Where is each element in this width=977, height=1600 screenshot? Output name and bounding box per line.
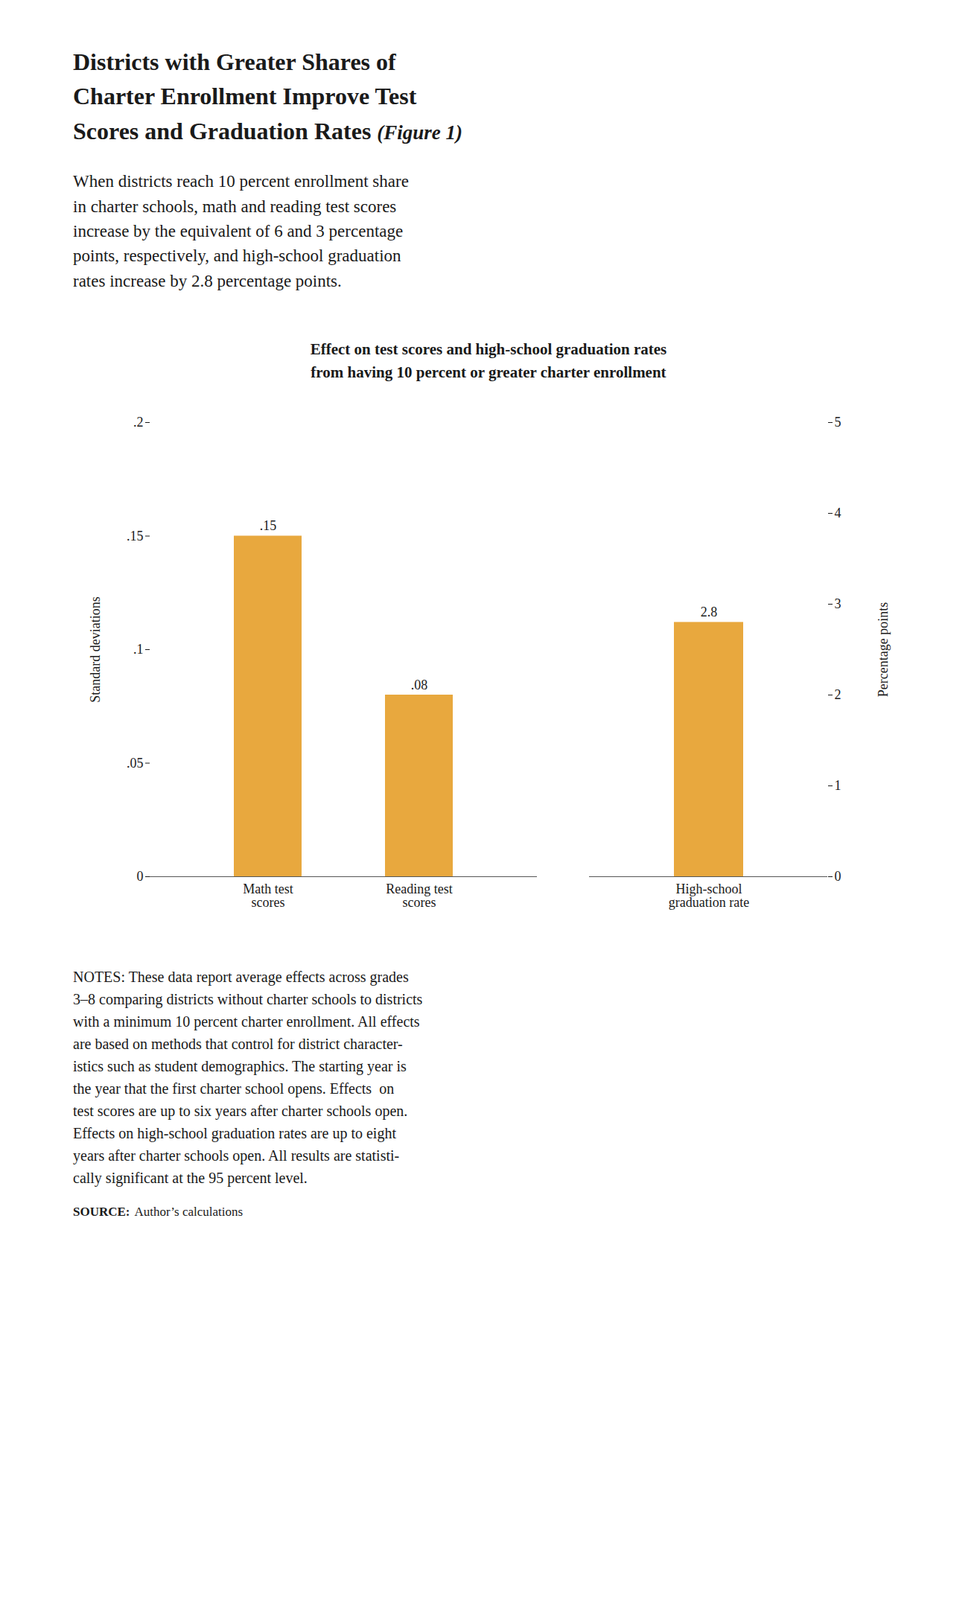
svg-text:0: 0 (834, 869, 842, 884)
html-text:Scores and Graduation Rates (F: Scores and Graduation Rates (Figure 1) (72, 117, 463, 145)
html-text:Charter Enrollment Improve Tes: Charter Enrollment Improve Test (72, 82, 417, 110)
svg-text:.1: .1 (133, 641, 144, 657)
svg-text:.15: .15 (259, 518, 278, 534)
svg-text:Reading testscores: Reading testscores (385, 881, 453, 910)
html-text:test scores are up to six year: test scores are up to six years after ch… (72, 1102, 408, 1120)
html-text:the year that the first charte: the year that the first charter school o… (72, 1080, 395, 1097)
html-text:3–8 comparing districts withou: 3–8 comparing districts without charter … (72, 991, 423, 1008)
html-text:rates increase by 2.8 percenta: rates increase by 2.8 percentage points. (72, 271, 342, 291)
svg-text:.05: .05 (126, 755, 144, 771)
html-text:cally significant at the 95 pe: cally significant at the 95 percent leve… (72, 1169, 308, 1187)
html-text:years after charter schools op: years after charter schools open. All re… (72, 1147, 400, 1164)
html-text:in charter schools, math and r: in charter schools, math and reading tes… (72, 196, 397, 216)
svg-text:4: 4 (834, 505, 842, 521)
svg-text:Standard deviations: Standard deviations (87, 596, 103, 703)
html-text:points, respectively, and high: points, respectively, and high-school gr… (72, 246, 402, 266)
svg-text:.08: .08 (411, 676, 429, 692)
html-text:Districts with Greater Shares: Districts with Greater Shares of (72, 48, 396, 76)
html-text:SOURCE: Author’s calculations: SOURCE: Author’s calculations (72, 1204, 243, 1219)
svg-text:3: 3 (834, 596, 842, 612)
svg-text:2: 2 (834, 687, 842, 703)
html-text:Effect on test scores and high: Effect on test scores and high-school gr… (310, 340, 667, 359)
html-text:Effects on high-school graduat: Effects on high-school graduation rates … (72, 1125, 397, 1142)
html-text:are based on methods that cont: are based on methods that control for di… (72, 1035, 403, 1053)
svg-text:5: 5 (834, 414, 842, 430)
svg-text:.2: .2 (133, 414, 144, 430)
html-text:istics such as student demogra: istics such as student demographics. The… (72, 1058, 407, 1075)
html-text:NOTES: These data report avera: NOTES: These data report average effects… (72, 968, 409, 986)
svg-text:.15: .15 (126, 528, 144, 544)
svg-text:Math testscores: Math testscores (242, 881, 294, 910)
html-text:increase by the equivalent of: increase by the equivalent of 6 and 3 pe… (72, 221, 404, 241)
svg-text:2.8: 2.8 (700, 604, 718, 620)
html-text:When districts reach 10 percen: When districts reach 10 percent enrollme… (72, 172, 409, 191)
html-text:from having 10 percent or grea: from having 10 percent or greater charte… (310, 363, 667, 382)
svg-text:0: 0 (137, 869, 144, 884)
svg-text:High-schoolgraduation rate: High-schoolgraduation rate (668, 881, 750, 910)
svg-text:Percentage points: Percentage points (875, 602, 891, 698)
html-text:with a minimum 10 percent char: with a minimum 10 percent charter enroll… (72, 1013, 420, 1030)
svg-text:1: 1 (834, 778, 842, 794)
